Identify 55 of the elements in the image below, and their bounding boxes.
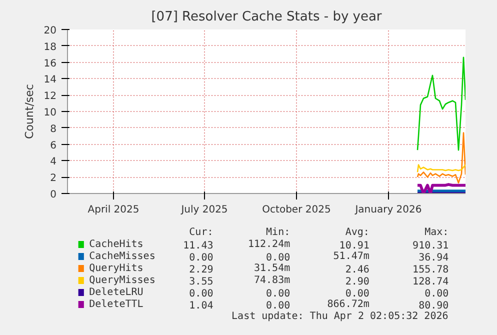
x-tick-label: July 2025 (180, 204, 228, 216)
legend-label: DeleteLRU (89, 287, 144, 298)
chart-title: [07] Resolver Cache Stats - by year (151, 10, 382, 24)
text: 11.43 (183, 240, 214, 252)
line-series (416, 56, 466, 151)
text: 0.00 (189, 288, 214, 300)
line-series (416, 132, 466, 184)
x-tick-label: April 2025 (88, 204, 140, 216)
text: 0.00 (266, 252, 290, 264)
line-series (416, 164, 466, 173)
text: Cur: (189, 227, 214, 238)
legend-label: CacheMisses (89, 251, 156, 262)
text: 866.72m (327, 299, 370, 310)
text: 1.04 (189, 300, 214, 312)
y-tick-label: 6 (50, 140, 57, 152)
y-tick-label: 16 (44, 58, 57, 70)
text: 0.00 (189, 252, 214, 264)
text: 0.00 (266, 288, 290, 300)
y-tick-label: 8 (50, 124, 57, 135)
text: Avg: (345, 227, 370, 238)
legend-label: QueryMisses (89, 275, 156, 286)
text: Min: (266, 227, 290, 238)
text: 2.46 (345, 264, 370, 276)
text: 2.90 (345, 276, 370, 288)
text: 910.31 (412, 240, 449, 252)
text: Last update: Thu Apr 2 02:05:32 2026 (232, 311, 448, 322)
text: 10.91 (339, 240, 370, 252)
text: 36.94 (418, 252, 449, 264)
x-tick-label: January 2026 (354, 204, 422, 216)
y-tick-label: 2 (50, 173, 57, 184)
y-tick-label: 18 (44, 42, 57, 53)
y-tick-label: 14 (44, 74, 57, 86)
text: 31.54m (254, 263, 290, 274)
text: Max: (424, 227, 449, 238)
text: 3.55 (189, 276, 214, 288)
text: 51.47m (333, 251, 370, 262)
legend-label: QueryHits (89, 263, 144, 274)
y-axis-title: Count/sec (22, 84, 36, 139)
x-tick-label: October 2025 (262, 204, 331, 216)
legend-label: CacheHits (89, 239, 144, 250)
text: 155.78 (412, 264, 449, 276)
text: 2.29 (189, 264, 214, 276)
text: 80.90 (418, 300, 449, 312)
y-tick-label: 0 (50, 190, 57, 200)
legend-label: DeleteTTL (89, 299, 144, 310)
text: 112.24m (248, 239, 290, 250)
y-tick-label: 4 (50, 156, 57, 168)
text: 0.00 (424, 288, 449, 300)
y-tick-label: 10 (44, 108, 57, 118)
text: 0.00 (345, 288, 370, 300)
y-tick-label: 12 (44, 91, 57, 102)
text: 128.74 (412, 276, 449, 288)
text: 74.83m (254, 275, 290, 286)
y-tick-label: 20 (44, 26, 57, 36)
text: 0.00 (266, 300, 290, 312)
